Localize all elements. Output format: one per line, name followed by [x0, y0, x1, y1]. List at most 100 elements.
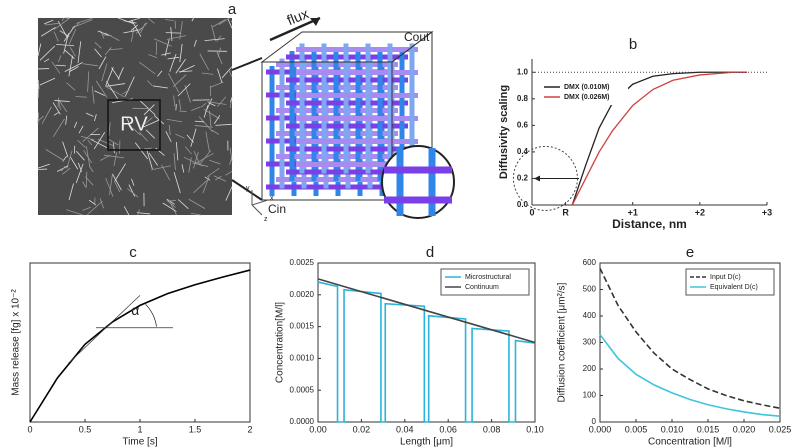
- fiber: [209, 159, 221, 165]
- fiber: [94, 48, 102, 58]
- fiber: [114, 181, 121, 193]
- fiber: [100, 154, 111, 161]
- x-axis-label: Length [μm]: [400, 437, 453, 448]
- fiber: [227, 18, 233, 29]
- fiber: [85, 176, 94, 186]
- flux-arrow: [269, 16, 321, 42]
- fiber: [69, 47, 76, 57]
- fiber: [57, 165, 69, 172]
- fiber: [65, 115, 68, 125]
- fiber: [153, 85, 168, 89]
- axis-name: z: [264, 216, 268, 223]
- legend-label: Equivalent D(c): [710, 284, 758, 291]
- fiber: [62, 141, 69, 158]
- axis-name: x: [270, 195, 274, 202]
- fiber: [123, 29, 139, 34]
- fiber: [165, 131, 172, 142]
- tangent: [68, 295, 141, 364]
- fiber: [58, 99, 68, 113]
- fiber: [178, 98, 182, 111]
- y-tick-label: 0.0020: [290, 290, 315, 299]
- y-axis-label: Diffusion coefficient [μm²/s]: [557, 282, 568, 402]
- fiber: [213, 175, 227, 182]
- fiber: [166, 118, 183, 123]
- series-line: [29, 269, 251, 423]
- fiber: [186, 134, 194, 143]
- fiber: [216, 50, 223, 65]
- legend-label: DMX (0.010M): [564, 84, 610, 91]
- y-tick-label: 0.2: [517, 174, 529, 183]
- y-tick-label: 1.0: [517, 67, 529, 76]
- fiber: [77, 41, 82, 64]
- y-tick-label: 600: [583, 258, 597, 267]
- fiber: [113, 152, 118, 166]
- x-axis-label: Distance, nm: [612, 217, 687, 231]
- y-tick-label: 0.0015: [290, 322, 315, 331]
- fiber: [168, 200, 176, 202]
- fiber: [168, 125, 171, 136]
- fiber: [87, 71, 90, 92]
- fiber: [80, 135, 95, 141]
- y-tick-label: 300: [583, 338, 597, 347]
- texture: [37, 17, 233, 216]
- fiber: [225, 186, 233, 201]
- fiber: [161, 52, 171, 56]
- x-axis-label: Concentration [M/l]: [648, 437, 732, 448]
- fiber: [37, 112, 39, 124]
- fiber: [228, 69, 233, 77]
- y-axis-label: Mass release [fg] x 10⁻²: [11, 289, 22, 396]
- series-line: [571, 71, 747, 206]
- fiber: [207, 101, 227, 105]
- y-tick-label: 0.4: [517, 147, 529, 156]
- x-tick-label: 0.005: [625, 424, 648, 434]
- fiber: [94, 114, 97, 122]
- fiber: [82, 63, 98, 67]
- fiber: [63, 25, 75, 42]
- fiber: [221, 66, 233, 79]
- fiber: [85, 145, 91, 168]
- fiber: [201, 72, 214, 75]
- series-line: [599, 267, 781, 410]
- y-tick-label: 0.0005: [290, 385, 315, 394]
- fiber: [175, 133, 185, 139]
- fiber: [91, 85, 95, 104]
- legend-label: Input D(c): [710, 274, 741, 281]
- x-tick-label: R: [562, 207, 569, 217]
- axes-frame: [29, 262, 251, 423]
- fiber: [177, 83, 191, 97]
- fiber: [123, 206, 130, 216]
- fiber: [132, 128, 141, 136]
- y-tick-label: 0.0025: [290, 258, 315, 267]
- fiber: [164, 39, 170, 57]
- fiber: [99, 198, 105, 209]
- x-tick-label: +2: [695, 207, 705, 217]
- fiber: [69, 66, 79, 73]
- fiber: [101, 63, 108, 82]
- x-tick-label: 0.08: [483, 424, 501, 434]
- fiber: [162, 202, 177, 212]
- fiber: [199, 53, 210, 71]
- fiber: [190, 212, 201, 216]
- fiber: [53, 111, 60, 116]
- y-axis-label: Diffusivity scaling: [498, 85, 510, 179]
- fiber: [77, 139, 86, 148]
- fiber: [106, 81, 118, 99]
- fiber: [86, 200, 103, 216]
- fiber: [41, 106, 52, 125]
- x-tick-label: 0.00: [309, 424, 327, 434]
- fiber: [172, 74, 187, 88]
- fiber: [53, 17, 70, 30]
- fiber: [105, 67, 114, 87]
- fiber: [55, 64, 66, 67]
- x-tick-label: 0.04: [396, 424, 414, 434]
- fiber: [73, 121, 78, 128]
- fiber: [177, 199, 189, 209]
- fiber: [229, 156, 233, 166]
- fiber: [175, 58, 186, 74]
- y-tick-label: 0.0010: [290, 354, 315, 363]
- fiber: [139, 132, 148, 142]
- c-out-label: Cout: [404, 30, 430, 44]
- fiber: [203, 108, 220, 120]
- fiber: [134, 142, 149, 160]
